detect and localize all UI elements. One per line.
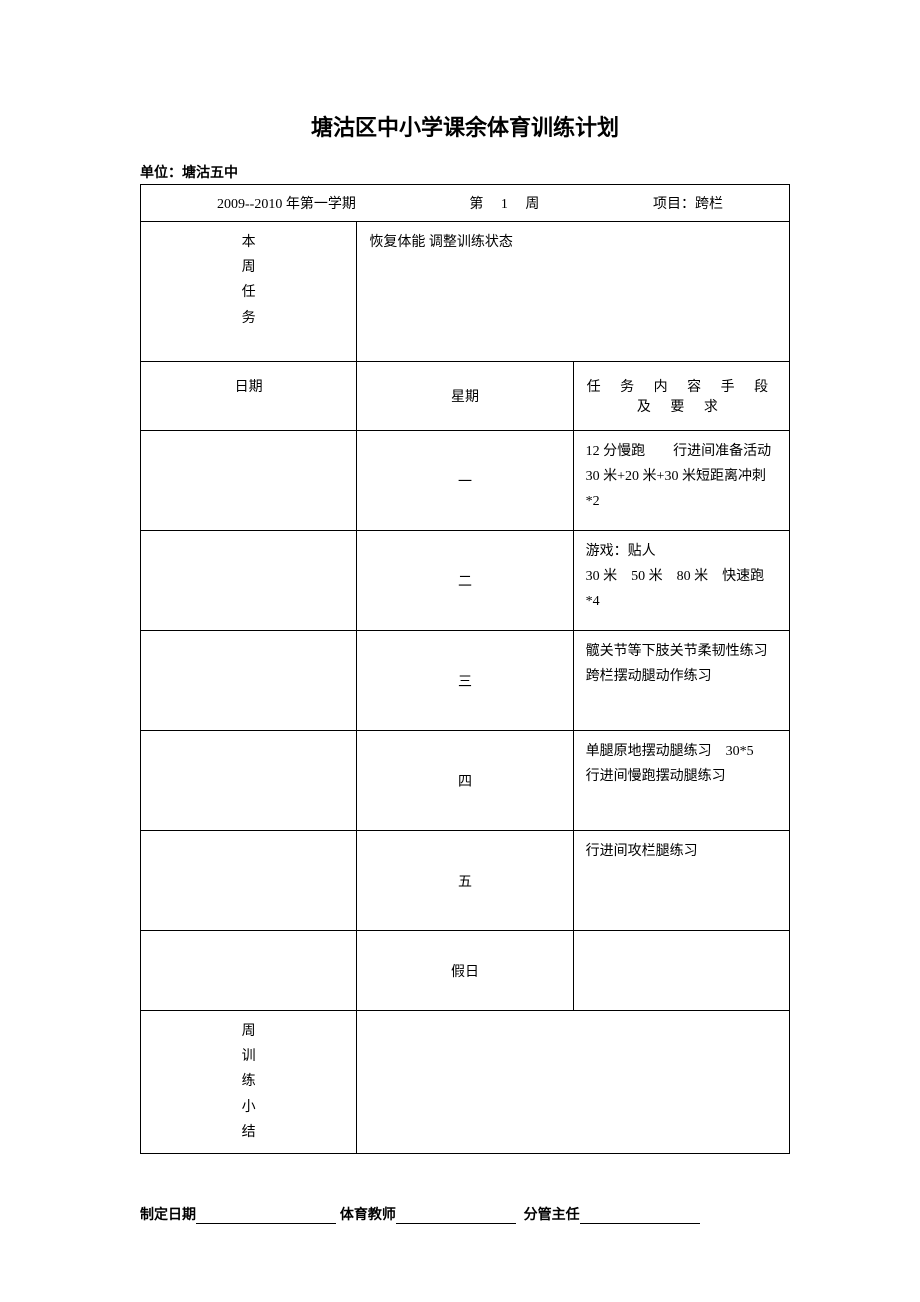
day-cell-2: 二: [357, 531, 573, 631]
day-row-1: 一 12 分慢跑 行进间准备活动 30 米+20 米+30 米短距离冲刺*2: [141, 431, 790, 531]
content-cell-5: 行进间攻栏腿练习: [573, 831, 789, 931]
column-header-row: 日期 星期 任 务 内 容 手 段 及 要 求: [141, 362, 790, 431]
date-header: 日期: [141, 362, 357, 431]
summary-row: 周 训 练 小 结: [141, 1011, 790, 1154]
week-text: 第 1 周: [469, 193, 539, 213]
day-row-4: 四 单腿原地摆动腿练习 30*5 行进间慢跑摆动腿练习: [141, 731, 790, 831]
unit-label: 单位：塘沽五中: [140, 162, 790, 182]
task-row: 本 周 任 务 恢复体能 调整训练状态: [141, 222, 790, 362]
day-cell-4: 四: [357, 731, 573, 831]
day-row-2: 二 游戏：贴人 30 米 50 米 80 米 快速跑*4: [141, 531, 790, 631]
footer-teacher-underline: [396, 1208, 516, 1224]
summary-char1: 周: [145, 1019, 352, 1044]
header-row: 2009--2010 年第一学期 第 1 周 项目：跨栏: [141, 185, 790, 222]
content-cell-1: 12 分慢跑 行进间准备活动 30 米+20 米+30 米短距离冲刺*2: [573, 431, 789, 531]
date-cell-1: [141, 431, 357, 531]
content-cell-4: 单腿原地摆动腿练习 30*5 行进间慢跑摆动腿练习: [573, 731, 789, 831]
content-cell-3: 髋关节等下肢关节柔韧性练习 跨栏摆动腿动作练习: [573, 631, 789, 731]
date-cell-5: [141, 831, 357, 931]
task-label-char4: 务: [145, 306, 352, 331]
footer-supervisor-label: 分管主任: [524, 1206, 580, 1222]
project-text: 项目：跨栏: [653, 193, 723, 213]
training-plan-table: 2009--2010 年第一学期 第 1 周 项目：跨栏 本 周 任 务 恢复体…: [140, 184, 790, 1154]
summary-label-cell: 周 训 练 小 结: [141, 1011, 357, 1154]
day-cell-holiday: 假日: [357, 931, 573, 1011]
footer-date-underline: [196, 1208, 336, 1224]
day-row-holiday: 假日: [141, 931, 790, 1011]
footer-supervisor-underline: [580, 1208, 700, 1224]
summary-char5: 结: [145, 1120, 352, 1145]
task-content-cell: 恢复体能 调整训练状态: [357, 222, 790, 362]
summary-char2: 训: [145, 1044, 352, 1069]
date-cell-4: [141, 731, 357, 831]
semester-text: 2009--2010 年第一学期: [217, 193, 356, 213]
date-cell-3: [141, 631, 357, 731]
content-cell-2: 游戏：贴人 30 米 50 米 80 米 快速跑*4: [573, 531, 789, 631]
day-cell-3: 三: [357, 631, 573, 731]
day-row-3: 三 髋关节等下肢关节柔韧性练习 跨栏摆动腿动作练习: [141, 631, 790, 731]
footer-signature-line: 制定日期 体育教师 分管主任: [140, 1204, 790, 1224]
footer-teacher-label: 体育教师: [340, 1206, 396, 1222]
content-header: 任 务 内 容 手 段 及 要 求: [573, 362, 789, 431]
task-label-cell: 本 周 任 务: [141, 222, 357, 362]
task-label-char2: 周: [145, 255, 352, 280]
content-cell-holiday: [573, 931, 789, 1011]
header-cell: 2009--2010 年第一学期 第 1 周 项目：跨栏: [141, 185, 790, 222]
summary-char3: 练: [145, 1069, 352, 1094]
date-cell-holiday: [141, 931, 357, 1011]
document-title: 塘沽区中小学课余体育训练计划: [140, 110, 790, 142]
day-header: 星期: [357, 362, 573, 431]
summary-char4: 小: [145, 1095, 352, 1120]
day-cell-1: 一: [357, 431, 573, 531]
footer-date-label: 制定日期: [140, 1206, 196, 1222]
task-label-char1: 本: [145, 230, 352, 255]
date-cell-2: [141, 531, 357, 631]
day-row-5: 五 行进间攻栏腿练习: [141, 831, 790, 931]
day-cell-5: 五: [357, 831, 573, 931]
task-label-char3: 任: [145, 280, 352, 305]
summary-content-cell: [357, 1011, 790, 1154]
